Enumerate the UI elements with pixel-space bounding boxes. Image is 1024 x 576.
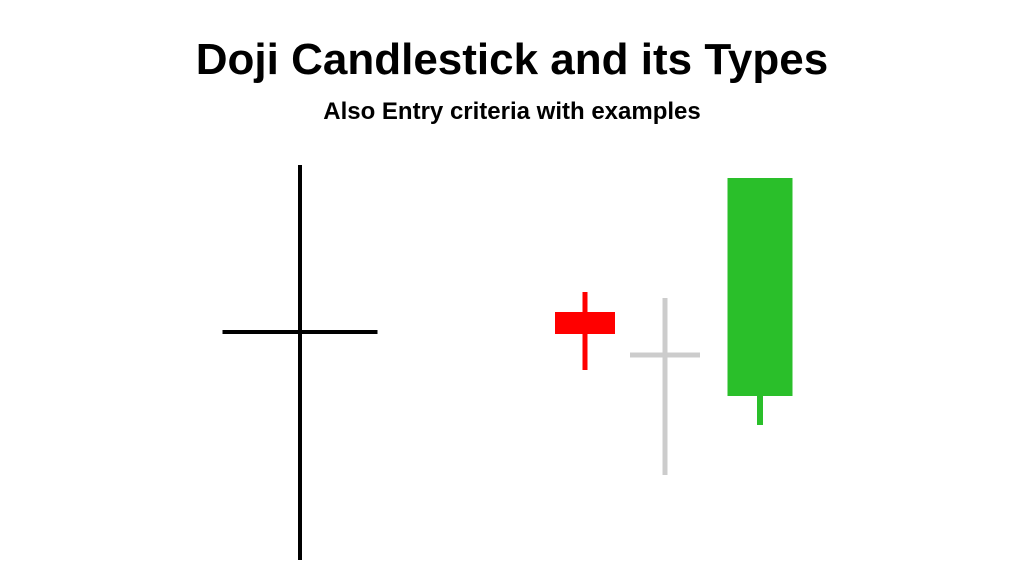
gray-doji-icon — [630, 298, 700, 475]
long-legged-doji-icon — [223, 165, 378, 560]
red-doji-icon — [555, 292, 615, 370]
candle-body — [728, 178, 793, 396]
doji-body — [555, 312, 615, 334]
green-candle-icon — [728, 178, 793, 425]
candlestick-diagram — [0, 0, 1024, 576]
